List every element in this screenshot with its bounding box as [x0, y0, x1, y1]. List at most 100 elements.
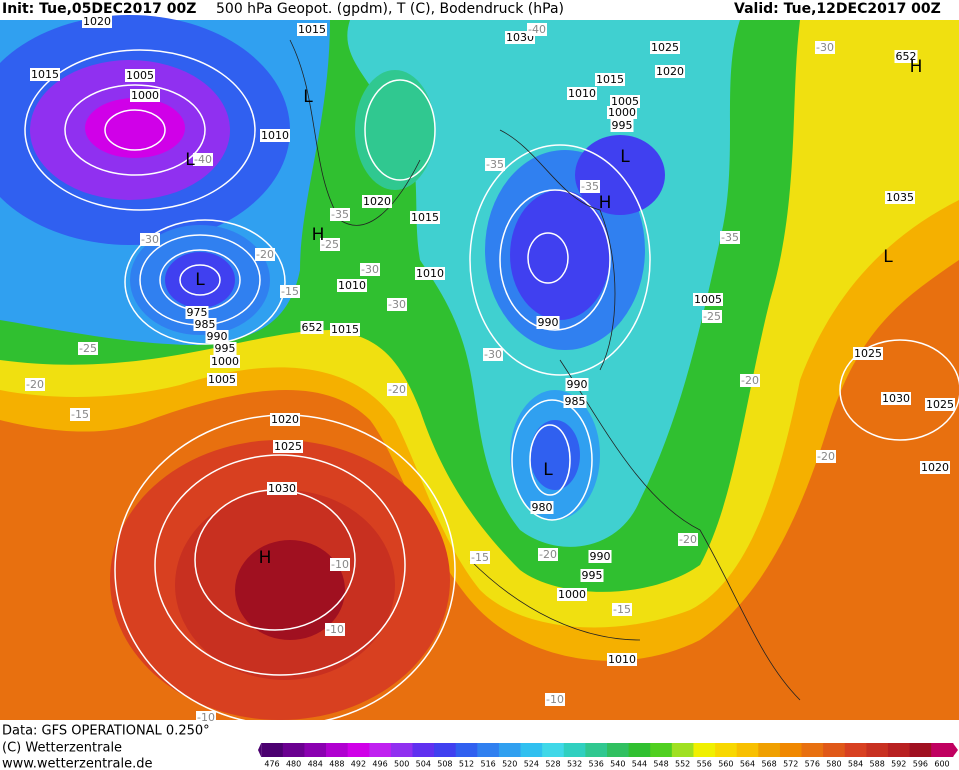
data-source: Data: GFS OPERATIONAL 0.250° — [2, 724, 210, 739]
temperature-label: -10 — [331, 558, 349, 571]
isobar-label-bg — [610, 119, 634, 132]
isobar-label-bg — [536, 316, 560, 329]
colorbar-label: 528 — [545, 760, 560, 769]
temperature-label-bg — [387, 383, 407, 396]
isobar-label: 1010 — [338, 279, 366, 292]
temperature-label: -10 — [546, 693, 564, 706]
temperature-label: -40 — [194, 153, 212, 166]
temperature-label-bg — [196, 711, 216, 724]
colorbar-label: 480 — [286, 760, 301, 769]
colorbar-label: 560 — [718, 760, 733, 769]
isobar-label: 1010 — [608, 653, 636, 666]
isobar-label-bg — [853, 347, 883, 360]
temperature-label-bg — [538, 548, 558, 561]
isobar-label-bg — [693, 293, 723, 306]
colorbar-cell — [520, 743, 543, 757]
temperature-label: -25 — [79, 342, 97, 355]
isobar-label-bg — [595, 73, 625, 86]
isobar-label: 1000 — [608, 106, 636, 119]
colorbar-cell — [369, 743, 392, 757]
isobar-label: 1010 — [568, 87, 596, 100]
colorbar-label: 596 — [913, 760, 928, 769]
temperature-label: -35 — [721, 231, 739, 244]
temperature-label-bg — [360, 263, 380, 276]
colorbar-label: 492 — [351, 760, 366, 769]
isobar-label-bg — [885, 191, 915, 204]
pressure-center: L — [883, 247, 893, 267]
temperature-label: -30 — [141, 233, 159, 246]
temperature-label: -20 — [679, 533, 697, 546]
temperature-label-bg — [78, 342, 98, 355]
colorbar-cell — [542, 743, 565, 757]
isobar-label: 1015 — [596, 73, 624, 86]
isobar-label: 1015 — [411, 211, 439, 224]
isobar-label: 995 — [612, 119, 633, 132]
temperature-label-bg — [527, 23, 547, 36]
colorbar-cell — [866, 743, 889, 757]
colorbar-cell — [455, 743, 478, 757]
isobar-label: 1020 — [83, 15, 111, 28]
pressure-center: H — [259, 548, 272, 568]
colorbar-cell — [304, 743, 327, 757]
colorbar-cell — [650, 743, 673, 757]
isobar-label: 1020 — [921, 461, 949, 474]
temperature-label-bg — [70, 408, 90, 421]
isobar-label-bg — [530, 501, 554, 514]
isobar-label: 1000 — [558, 588, 586, 601]
isobar-label: 985 — [195, 318, 216, 331]
pressure-center: L — [620, 147, 630, 167]
temperature-label: -25 — [321, 238, 339, 251]
temperature-label-bg — [255, 248, 275, 261]
temperature-label: -20 — [256, 248, 274, 261]
colorbar-cell — [412, 743, 435, 757]
colorbar-label: 524 — [524, 760, 539, 769]
colorbar-cell — [434, 743, 457, 757]
temperature-label: -15 — [71, 408, 89, 421]
temperature-label: -35 — [486, 158, 504, 171]
colorbar-label: 584 — [848, 760, 863, 769]
colorbar-cell — [823, 743, 846, 757]
temperature-label: -25 — [703, 310, 721, 323]
colorbar-cell — [715, 743, 738, 757]
temperature-label: -30 — [816, 41, 834, 54]
colorbar-label: 484 — [308, 760, 323, 769]
temperature-label-bg — [320, 238, 340, 251]
colorbar-label: 592 — [891, 760, 906, 769]
temperature-label: -30 — [484, 348, 502, 361]
temperature-label: -30 — [388, 298, 406, 311]
temperature-label: -20 — [741, 374, 759, 387]
isobar-label: 1005 — [208, 373, 236, 386]
copyright: (C) Wetterzentrale — [2, 741, 122, 756]
pressure-center: H — [910, 57, 923, 77]
isobar-label: 1010 — [261, 129, 289, 142]
temperature-label-bg — [740, 374, 760, 387]
isobar-label-bg — [894, 50, 918, 63]
colorbar-cell — [261, 743, 284, 757]
colorbar-cell — [931, 743, 954, 757]
isobar-label: 995 — [215, 342, 236, 355]
isobar-label: 1005 — [611, 95, 639, 108]
isobar-label: 1010 — [416, 267, 444, 280]
isobar-label: 975 — [187, 306, 208, 319]
colorbar-arrow-left — [258, 743, 262, 757]
temperature-label-bg — [387, 298, 407, 311]
isobar-label-bg — [125, 69, 155, 82]
temperature-label: -40 — [528, 23, 546, 36]
colorbar-cell — [607, 743, 630, 757]
isobar-label: 1025 — [274, 440, 302, 453]
colorbar-label: 556 — [697, 760, 712, 769]
temperature-label-bg — [470, 551, 490, 564]
colorbar-cell — [282, 743, 305, 757]
colorbar-cell — [477, 743, 500, 757]
isobar-label-bg — [30, 68, 60, 81]
temperature-label-bg — [325, 623, 345, 636]
colorbar-label: 544 — [632, 760, 647, 769]
colorbar-cell — [326, 743, 349, 757]
isobar-label-bg — [270, 413, 300, 426]
temperature-label-bg — [612, 603, 632, 616]
colorbar-label: 572 — [783, 760, 798, 769]
isobar-label: 1025 — [926, 398, 954, 411]
colorbar-cell — [844, 743, 867, 757]
temperature-label: -20 — [388, 383, 406, 396]
